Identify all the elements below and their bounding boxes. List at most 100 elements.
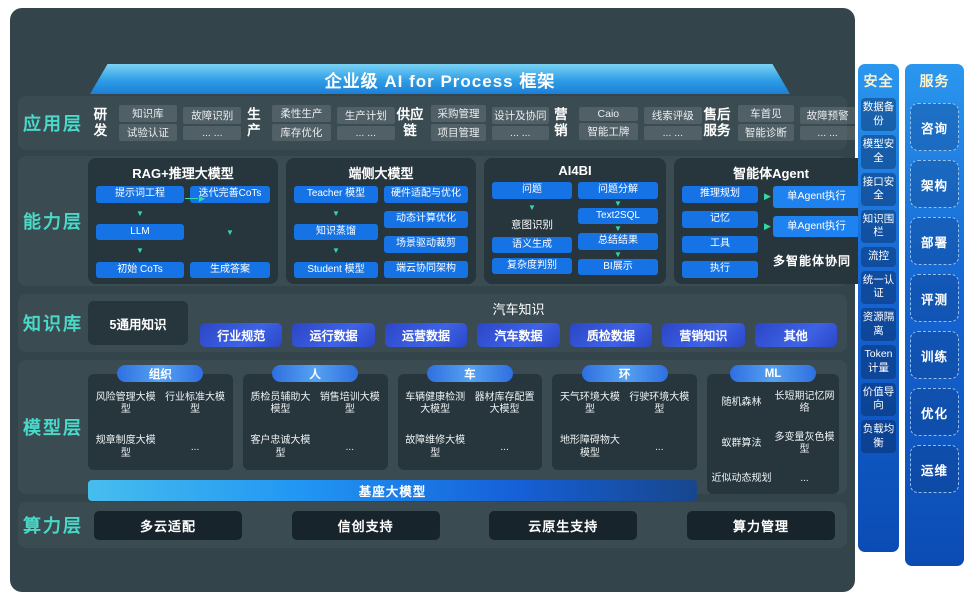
model-item: 销售培训大模型	[319, 391, 380, 416]
knowledge-pill: 营销知识	[662, 323, 745, 347]
edge-columns: Teacher 模型 ▼ 知识蒸馏 ▼ Student 模型 硬件适配与优化 动态计算优化…	[294, 186, 468, 278]
service-item: 优化	[910, 388, 959, 436]
compute-layer-row: 算力层 多云适配 信创支持 云原生支持 算力管理	[18, 502, 847, 548]
flow-step: Teacher 模型	[294, 186, 378, 203]
compute-pill: 信创支持	[291, 510, 440, 540]
layer-label-application: 应用层	[23, 114, 83, 134]
model-item: 客户忠诚大模型	[250, 435, 311, 459]
flow-step: 问题分解	[578, 182, 658, 199]
knowledge-pill: 其他	[754, 323, 837, 347]
edge-feature: 场景驱动裁剪	[384, 236, 468, 253]
model-item: 地形障碍物大模型	[559, 435, 620, 459]
flow-step: 迭代完善CoTs	[190, 186, 270, 203]
model-item: 长短期记忆网络	[774, 390, 835, 415]
edge-distill-flow: Teacher 模型 ▼ 知识蒸馏 ▼ Student 模型	[294, 186, 378, 278]
app-cell: Caio 智能工牌	[579, 106, 638, 140]
arrow-down-icon: ▼	[614, 249, 622, 259]
rag-right-flow: 迭代完善CoTs ▼ 生成答案	[190, 186, 270, 278]
model-card-people: 人 质检员辅助大模型 销售培训大模型 客户忠诚大模型...	[242, 365, 388, 470]
app-item: 故障预警	[799, 106, 856, 124]
app-cell: 生产计划... ...	[336, 106, 395, 140]
edge-feature: 动态计算优化	[384, 211, 468, 228]
security-title: 安全	[863, 73, 894, 89]
model-items: 风险管理大模型 行业标准大模型 规章制度大模型...	[92, 386, 229, 466]
model-item: 蚁群算法	[721, 437, 762, 449]
agent-exec-box: 单Agent执行	[772, 186, 860, 208]
model-items: 质检员辅助大模型 销售培训大模型 客户忠诚大模型...	[247, 386, 384, 466]
service-item: 评测	[910, 274, 959, 322]
flow-step: Text2SQL	[578, 207, 658, 224]
arrow-down-icon: ▼	[332, 246, 340, 256]
model-item: 行业标准大模型	[165, 391, 226, 416]
arrow-right-icon: ▶	[764, 191, 771, 202]
agent-exec-box: 单Agent执行	[772, 215, 860, 238]
main-panel: 企业级 AI for Process 框架 应用层 研发 知识库 试验认证 故障识…	[10, 8, 868, 592]
security-item: 流控	[861, 247, 896, 267]
app-cell: 车首见 智能诊断	[738, 105, 794, 141]
service-item: 运维	[910, 445, 959, 493]
layer-label-capability: 能力层	[23, 212, 83, 232]
app-item: ... ...	[492, 125, 549, 140]
model-item: 器材库存配置大模型	[474, 391, 535, 416]
flow-step: 知识蒸馏	[294, 223, 378, 241]
multi-agent-caption: 多智能体协同	[772, 254, 851, 269]
model-item: ...	[190, 441, 200, 453]
app-item: ... ...	[643, 125, 702, 140]
knowledge-pill: 质检数据	[569, 323, 653, 347]
flow-step-plain: 意图识别	[511, 218, 553, 231]
card-agent: 智能体Agent 推理规划 记忆 工具 执行 ▶ 单Agent执行 ▶ 单Agent执…	[674, 158, 868, 284]
arrow-down-icon: ▼	[614, 198, 622, 208]
flow-step: LLM	[96, 223, 184, 241]
model-left-section: 组织 风险管理大模型 行业标准大模型 规章制度大模型... 人 质检员辅助大模型 销售…	[88, 365, 697, 501]
layer-label-knowledge: 知识库	[23, 314, 83, 334]
base-model-bar: 基座大模型	[88, 480, 697, 501]
flow-step: 总结结果	[578, 233, 658, 250]
flow-step: 提示词工程	[96, 186, 184, 203]
knowledge-pill: 运行数据	[292, 323, 375, 347]
app-cell: 设计及协同... ...	[492, 106, 549, 140]
security-item: 统一认证	[861, 270, 896, 305]
compute-pills: 多云适配 信创支持 云原生支持 算力管理	[88, 510, 847, 540]
security-item: 资源隔离	[861, 308, 896, 342]
model-item: ...	[345, 441, 354, 453]
model-card-vehicle: 车 车辆健康检测大模型 器材库存配置大模型 故障维修大模型...	[397, 365, 543, 470]
service-column: 服务 咨询 架构 部署 评测 训练 优化 运维	[905, 64, 964, 566]
app-item: 库存优化	[272, 124, 331, 141]
flow-step: 语义生成	[492, 236, 572, 254]
model-item: 行驶环境大模型	[629, 391, 690, 416]
agent-columns: 推理规划 记忆 工具 执行 ▶ 单Agent执行 ▶ 单Agent执行 多智能体协同	[682, 186, 860, 278]
app-group-label: 生产	[247, 107, 261, 138]
app-item: 生产计划	[336, 106, 395, 124]
arrow-down-icon: ▼	[136, 208, 144, 218]
bi-columns: 问题 ▼ 意图识别 语义生成 复杂度判别 问题分解 ▼ Text2SQL ▼ 总结结果 ▼…	[492, 182, 658, 275]
app-item: ... ...	[799, 125, 856, 140]
layer-label-compute: 算力层	[23, 516, 83, 536]
flow-step: 问题	[492, 182, 572, 199]
service-item: 训练	[910, 331, 959, 379]
app-group-label: 营销	[554, 107, 568, 138]
application-layer-row: 应用层 研发 知识库 试验认证 故障识别... ... 生产 柔性生产 库存优化 生…	[18, 96, 856, 150]
app-item: 试验认证	[118, 124, 178, 141]
app-group-production: 生产 柔性生产 库存优化 生产计划... ...	[242, 105, 396, 141]
edge-feature: 端云协同架构	[384, 261, 468, 278]
model-item: ...	[500, 441, 509, 453]
framework-title: 企业级 AI for Process 框架	[324, 71, 556, 91]
agent-module: 推理规划	[682, 186, 758, 203]
capability-layer-row: 能力层 RAG+推理大模型 提示词工程 ▼ LLM ▼ 初始 CoTs 迭代完善CoTs…	[18, 156, 868, 286]
service-item: 架构	[910, 160, 959, 208]
card-title: 端侧大模型	[348, 166, 414, 181]
agent-exec-column: ▶ 单Agent执行 ▶ 单Agent执行 多智能体协同	[764, 186, 860, 278]
app-item: 采购管理	[431, 105, 486, 122]
app-group-supply-chain: 供应链 采购管理 项目管理 设计及协同... ...	[395, 105, 549, 141]
security-item: 数据备份	[861, 98, 896, 132]
app-item: 车首见	[738, 105, 794, 122]
arrow-down-icon: ▼	[614, 224, 622, 233]
knowledge-pill: 汽车数据	[477, 323, 560, 347]
application-groups: 研发 知识库 试验认证 故障识别... ... 生产 柔性生产 库存优化 生产计划.…	[88, 105, 856, 141]
model-items: 天气环境大模型 行驶环境大模型 地形障碍物大模型...	[556, 386, 693, 466]
model-item: 质检员辅助大模型	[250, 391, 311, 416]
capability-cards: RAG+推理大模型 提示词工程 ▼ LLM ▼ 初始 CoTs 迭代完善CoTs ▼ 生成答…	[88, 158, 876, 284]
service-item: 部署	[910, 217, 959, 265]
app-cell: 柔性生产 库存优化	[272, 105, 331, 141]
model-item: 规章制度大模型	[95, 435, 156, 459]
